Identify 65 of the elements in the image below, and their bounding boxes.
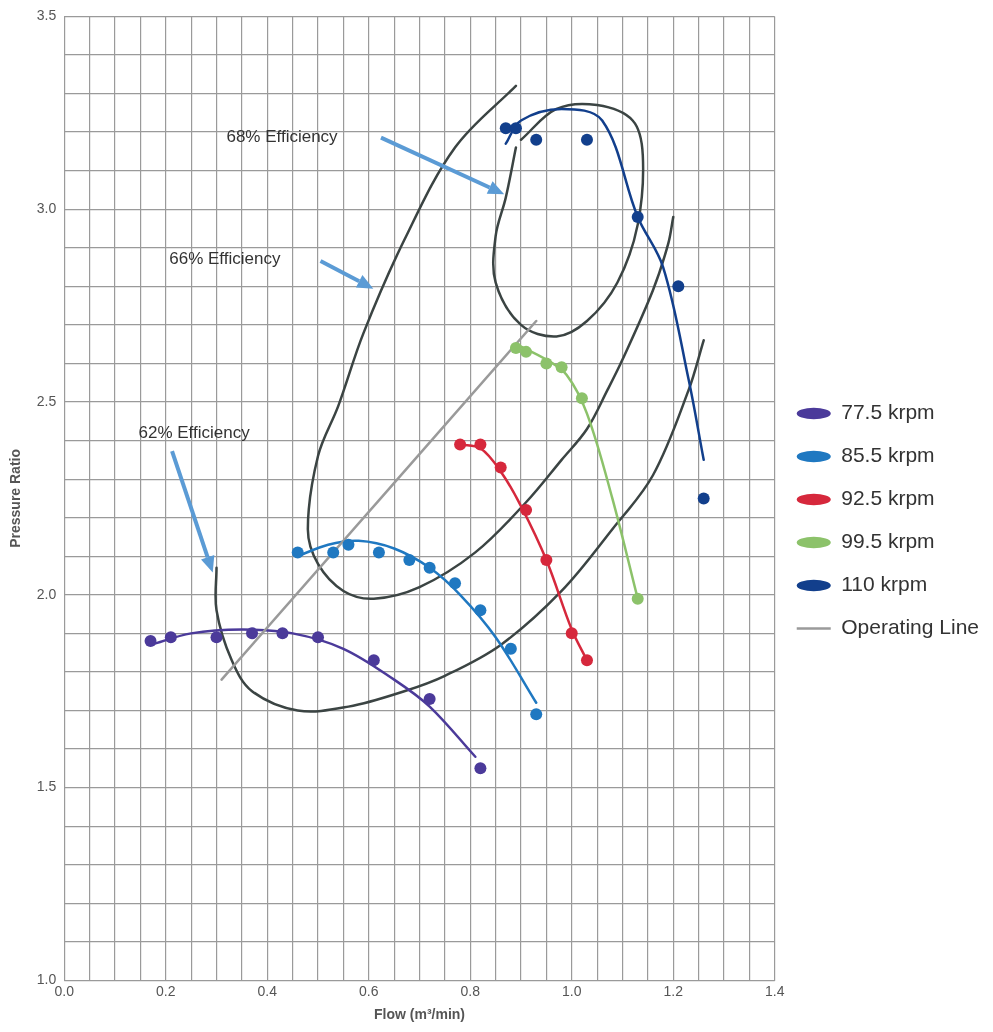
y-tick-label: 1.5 (36, 778, 57, 795)
point (530, 133, 543, 146)
point (631, 210, 644, 223)
legend-label: 85.5 krpm (841, 443, 935, 467)
point (631, 592, 644, 605)
annotation: 62% Efficiency (138, 423, 251, 443)
x-tick-label: 0.4 (257, 982, 278, 999)
point (403, 554, 416, 567)
legend-label: 77.5 krpm (841, 400, 935, 424)
x-tick-label: 0.8 (460, 982, 481, 999)
y-tick-label: 2.5 (36, 392, 57, 409)
legend-label: 99.5 krpm (841, 529, 935, 553)
point (580, 133, 593, 146)
point (499, 122, 512, 135)
annotation: 66% Efficiency (169, 248, 281, 268)
point (540, 554, 553, 567)
point (423, 692, 436, 705)
point (474, 438, 487, 451)
point (474, 604, 487, 617)
point (530, 708, 543, 721)
legend-label: Operating Line (841, 615, 979, 639)
point (312, 631, 324, 644)
x-tick-label: 1.4 (765, 982, 785, 999)
point (372, 546, 385, 559)
point (327, 546, 340, 559)
point (210, 631, 223, 644)
x-axis-title: Flow (m³/min) (374, 1006, 465, 1023)
x-tick-label: 0.6 (359, 982, 379, 999)
point (276, 627, 289, 640)
point (509, 122, 522, 135)
y-tick-label: 3.5 (36, 7, 57, 24)
point (580, 654, 593, 667)
point (494, 461, 507, 474)
annotation: 68% Efficiency (226, 127, 339, 147)
point (367, 654, 380, 667)
x-tick-label: 1.2 (663, 982, 684, 999)
legend-label: 92.5 krpm (841, 486, 935, 510)
point (575, 392, 588, 405)
y-tick-label: 2.0 (36, 585, 57, 602)
x-tick-label: 1.0 (562, 982, 582, 999)
y-tick-label: 1.0 (36, 971, 57, 988)
point (454, 438, 467, 451)
y-tick-label: 3.0 (36, 200, 57, 217)
point (672, 280, 685, 293)
x-tick-label: 0.2 (156, 982, 176, 999)
point (504, 642, 517, 655)
point (520, 503, 533, 516)
line-series (504, 107, 705, 462)
legend-label: 110 krpm (841, 572, 928, 596)
point (520, 345, 533, 358)
point (565, 627, 578, 640)
point (342, 538, 355, 551)
point (509, 342, 522, 355)
point (449, 577, 462, 590)
point (474, 762, 487, 775)
point (423, 561, 436, 574)
point (697, 492, 710, 505)
point (144, 635, 157, 648)
point (164, 631, 177, 644)
x-tick-label: 0.0 (54, 982, 75, 999)
point (540, 357, 553, 370)
point (246, 627, 259, 640)
point (555, 361, 568, 374)
y-axis-title: Pressure Ratio (7, 448, 24, 548)
point (291, 546, 304, 559)
